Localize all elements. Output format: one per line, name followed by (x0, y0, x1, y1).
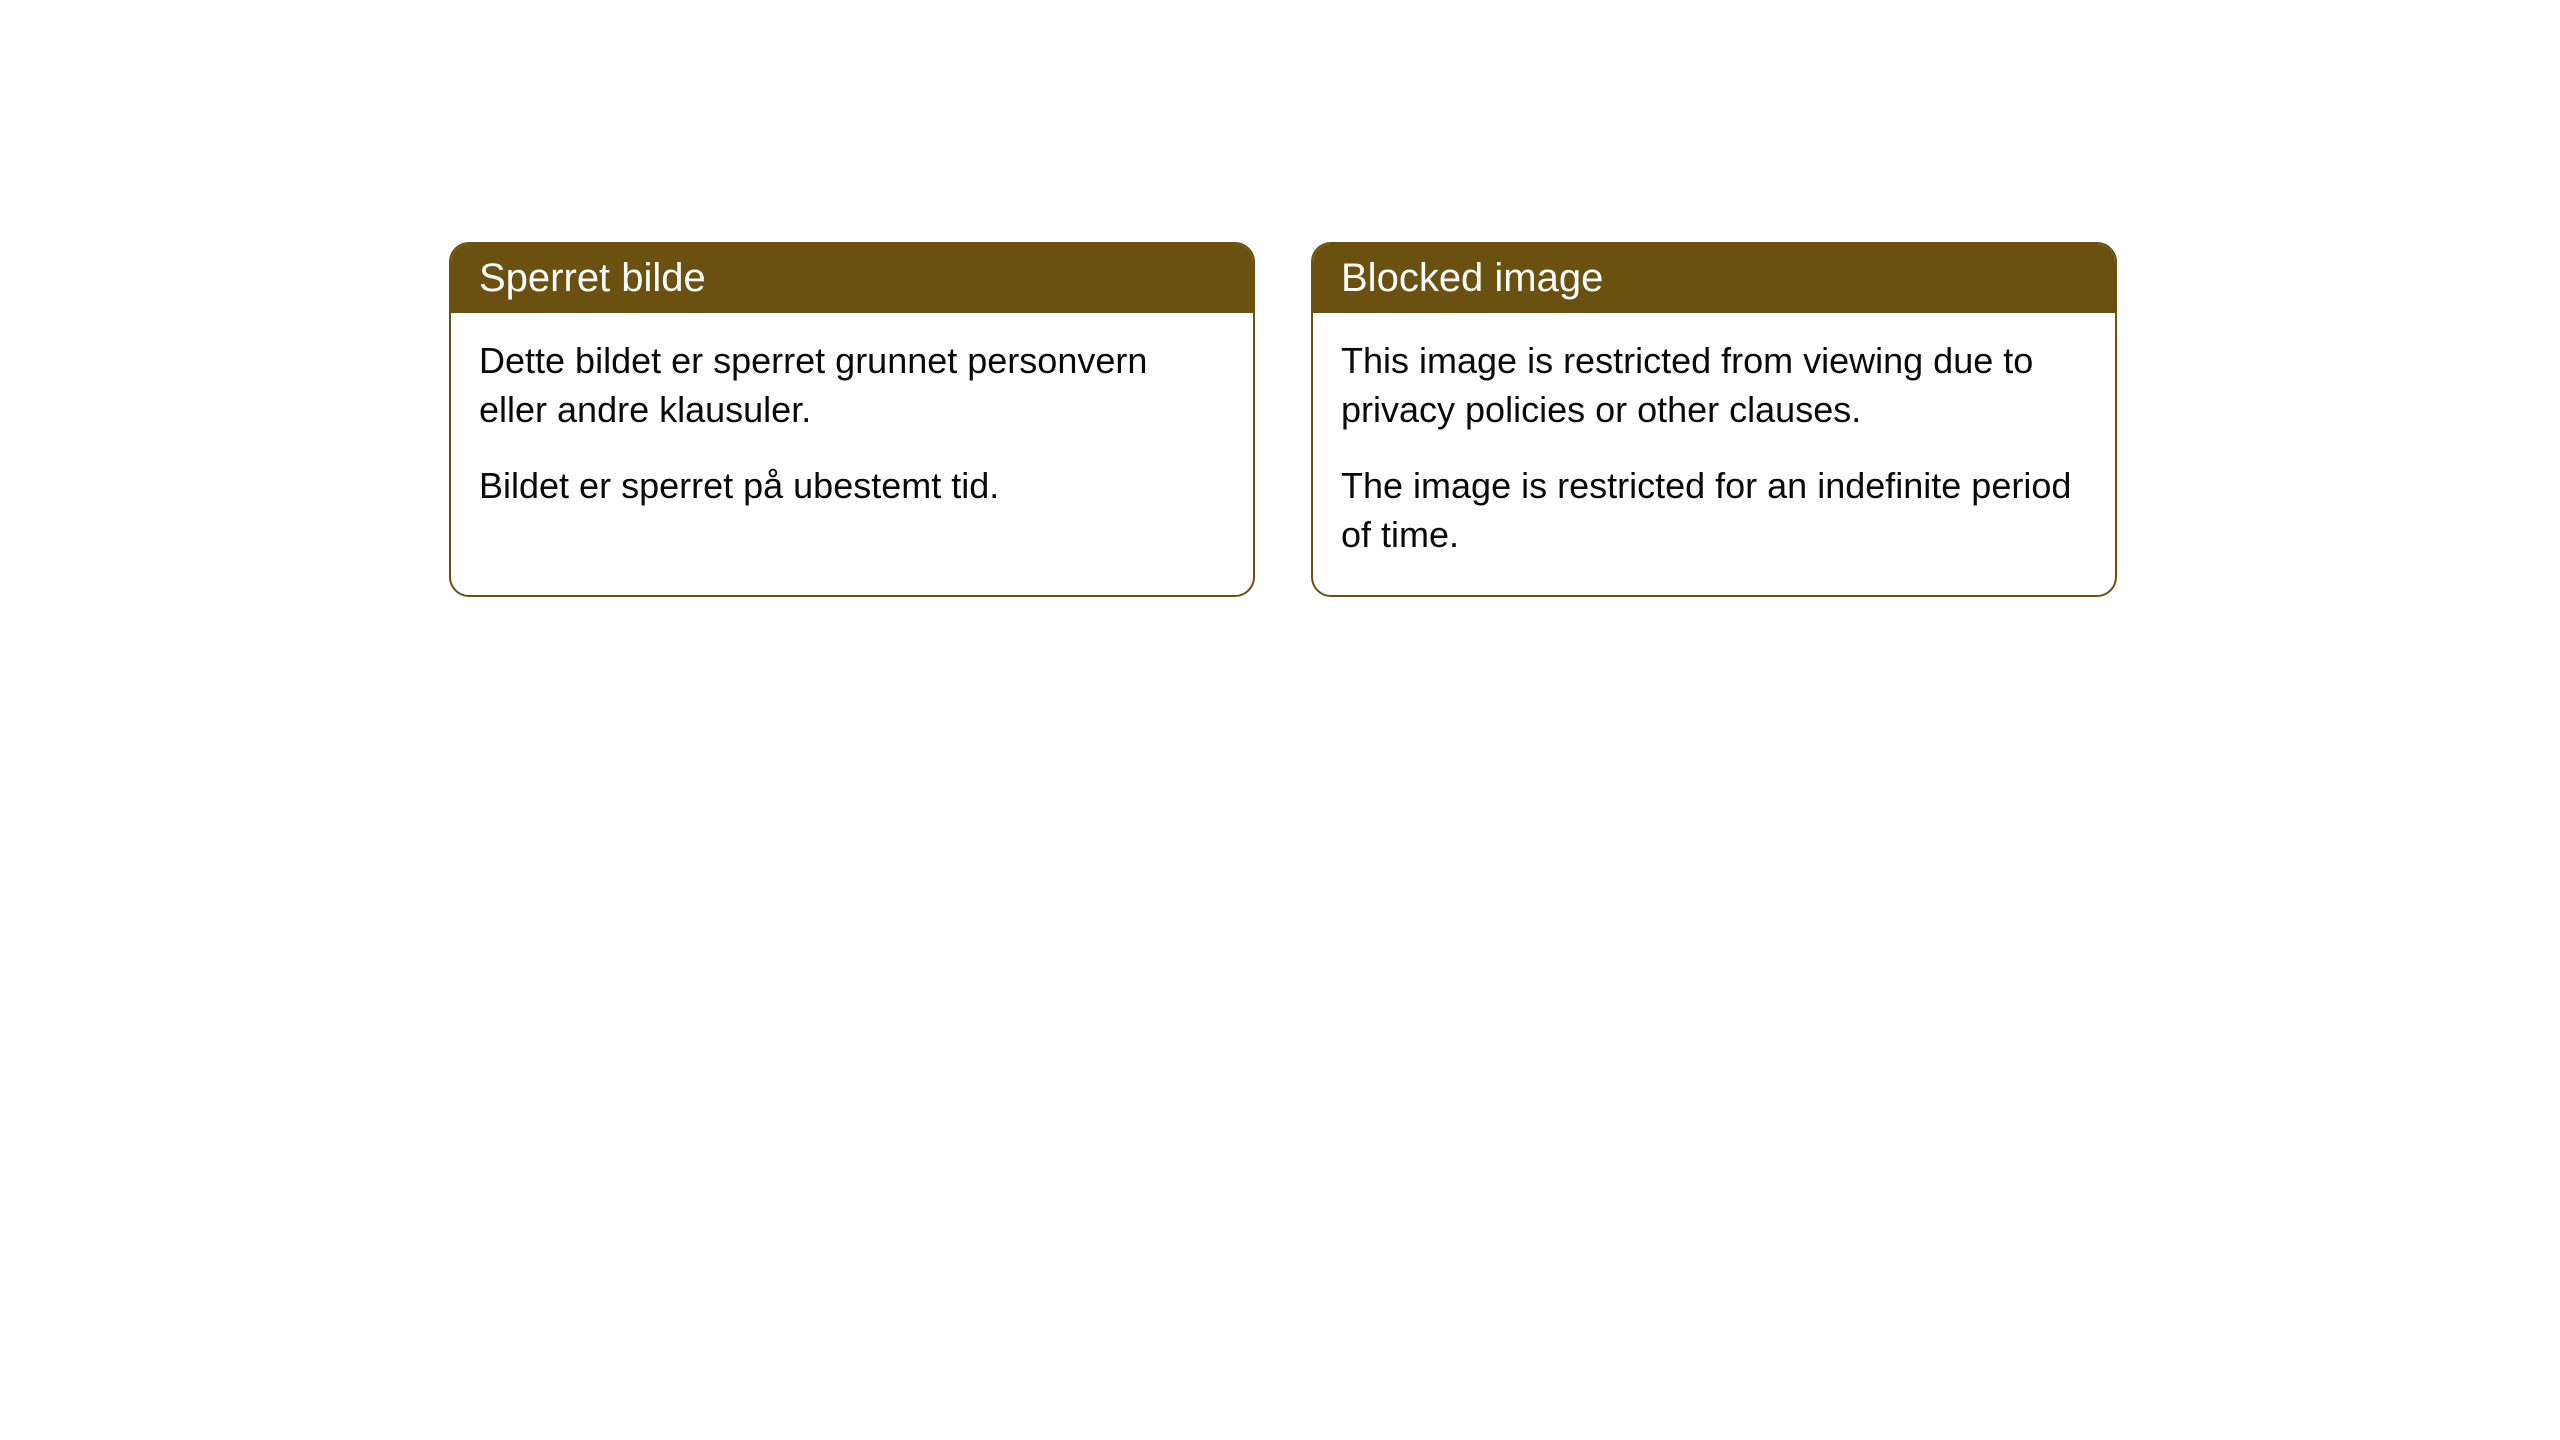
card-body: This image is restricted from viewing du… (1313, 313, 2115, 595)
card-paragraph: Dette bildet er sperret grunnet personve… (479, 337, 1225, 434)
card-header: Sperret bilde (451, 244, 1253, 313)
notice-card-english: Blocked image This image is restricted f… (1311, 242, 2117, 597)
card-paragraph: Bildet er sperret på ubestemt tid. (479, 462, 1225, 511)
card-paragraph: The image is restricted for an indefinit… (1341, 462, 2087, 559)
notice-cards-container: Sperret bilde Dette bildet er sperret gr… (449, 242, 2560, 597)
card-paragraph: This image is restricted from viewing du… (1341, 337, 2087, 434)
notice-card-norwegian: Sperret bilde Dette bildet er sperret gr… (449, 242, 1255, 597)
card-title: Blocked image (1341, 256, 1603, 300)
card-body: Dette bildet er sperret grunnet personve… (451, 313, 1253, 547)
card-header: Blocked image (1313, 244, 2115, 313)
card-title: Sperret bilde (479, 256, 706, 300)
